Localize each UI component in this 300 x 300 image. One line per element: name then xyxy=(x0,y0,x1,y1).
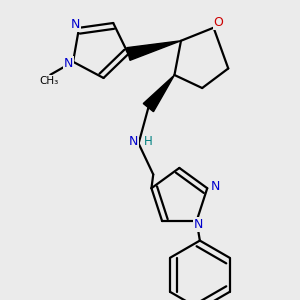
Text: N: N xyxy=(211,180,220,193)
Text: N: N xyxy=(64,57,73,70)
Text: CH₃: CH₃ xyxy=(39,76,58,86)
Text: H: H xyxy=(144,135,153,148)
Text: N: N xyxy=(71,18,80,31)
Polygon shape xyxy=(143,75,175,112)
Text: N: N xyxy=(194,218,203,231)
Text: N: N xyxy=(129,135,138,148)
Text: O: O xyxy=(214,16,224,29)
Polygon shape xyxy=(127,41,181,60)
